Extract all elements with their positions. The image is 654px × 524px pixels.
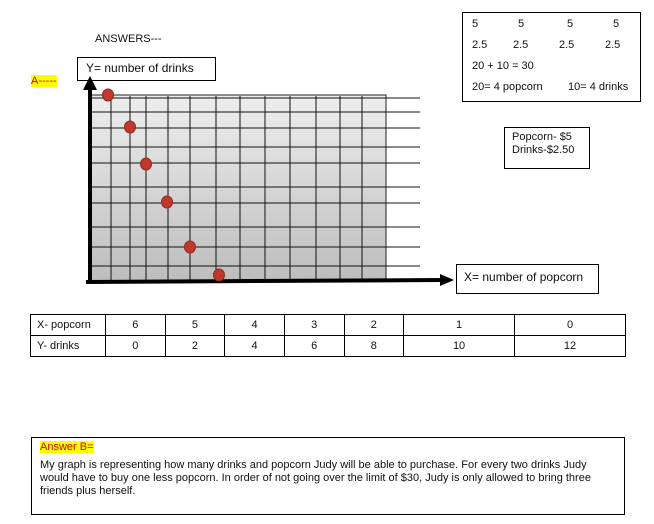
table-cell: 0 bbox=[514, 314, 626, 336]
x-axis-label-box: X= number of popcorn bbox=[456, 264, 599, 294]
data-table: X- popcorn 6 5 4 3 2 1 0 Y- drinks 0 2 4… bbox=[30, 314, 626, 357]
price-popcorn: Popcorn- $5 bbox=[512, 131, 572, 143]
x-axis-arrow bbox=[440, 274, 454, 286]
table-cell: 10 bbox=[403, 335, 516, 357]
calc-value: 2.5 bbox=[472, 39, 488, 51]
table-cell: 6 bbox=[105, 314, 166, 336]
data-point bbox=[124, 120, 136, 134]
calc-value: 5 bbox=[518, 18, 525, 30]
calc-sum: 20 + 10 = 30 bbox=[472, 60, 534, 72]
table-cell: 2 bbox=[343, 314, 405, 336]
table-row: Y- drinks 0 2 4 6 8 10 12 bbox=[30, 335, 626, 357]
x-axis-label: X= number of popcorn bbox=[464, 270, 584, 284]
answer-b-label: Answer B= bbox=[40, 441, 94, 453]
scatter-graph bbox=[83, 76, 454, 286]
data-point bbox=[102, 88, 114, 102]
row-header: X- popcorn bbox=[30, 314, 106, 336]
prices-box: Popcorn- $5 Drinks-$2.50 bbox=[504, 127, 590, 169]
grid-background bbox=[89, 94, 387, 282]
data-point bbox=[184, 240, 196, 254]
price-drinks: Drinks-$2.50 bbox=[512, 144, 575, 156]
table-cell: 0 bbox=[105, 335, 166, 357]
y-axis-label: Y= number of drinks bbox=[86, 61, 194, 75]
calc-value: 2.5 bbox=[605, 39, 621, 51]
table-cell: 12 bbox=[514, 335, 626, 357]
calc-drinks: 10= 4 drinks bbox=[568, 81, 629, 93]
calc-value: 5 bbox=[567, 18, 574, 30]
data-point bbox=[140, 157, 152, 171]
answers-heading: ANSWERS--- bbox=[95, 33, 162, 45]
y-axis-arrow bbox=[83, 76, 97, 90]
data-point bbox=[213, 268, 225, 282]
calc-value: 5 bbox=[472, 18, 479, 30]
table-cell: 3 bbox=[283, 314, 345, 336]
label-a: A----- bbox=[31, 75, 57, 87]
table-cell: 1 bbox=[403, 314, 516, 336]
table-cell: 8 bbox=[343, 335, 405, 357]
table-row: X- popcorn 6 5 4 3 2 1 0 bbox=[30, 314, 626, 336]
table-cell: 2 bbox=[164, 335, 226, 357]
answer-b-text: My graph is representing how many drinks… bbox=[40, 459, 591, 497]
y-axis-label-box: Y= number of drinks bbox=[77, 57, 216, 81]
calc-value: 2.5 bbox=[559, 39, 575, 51]
table-cell: 6 bbox=[283, 335, 345, 357]
row-header: Y- drinks bbox=[30, 335, 106, 357]
calculation-box: 5 5 5 5 2.5 2.5 2.5 2.5 20 + 10 = 30 20= 4 pop… bbox=[462, 12, 641, 102]
answer-b-box: Answer B= My graph is representing how m… bbox=[31, 437, 625, 515]
table-cell: 4 bbox=[224, 314, 285, 336]
calc-value: 5 bbox=[613, 18, 620, 30]
data-point bbox=[161, 195, 173, 209]
table-cell: 4 bbox=[224, 335, 285, 357]
table-cell: 5 bbox=[164, 314, 226, 336]
calc-popcorn: 20= 4 popcorn bbox=[472, 81, 543, 93]
calc-value: 2.5 bbox=[513, 39, 529, 51]
x-axis bbox=[85, 278, 443, 284]
